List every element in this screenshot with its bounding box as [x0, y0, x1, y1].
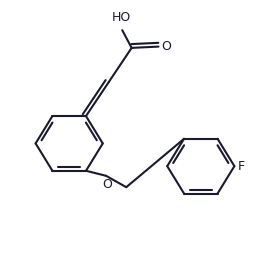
Text: O: O — [162, 40, 172, 53]
Text: HO: HO — [111, 11, 130, 24]
Text: O: O — [103, 178, 112, 191]
Text: F: F — [238, 160, 245, 173]
